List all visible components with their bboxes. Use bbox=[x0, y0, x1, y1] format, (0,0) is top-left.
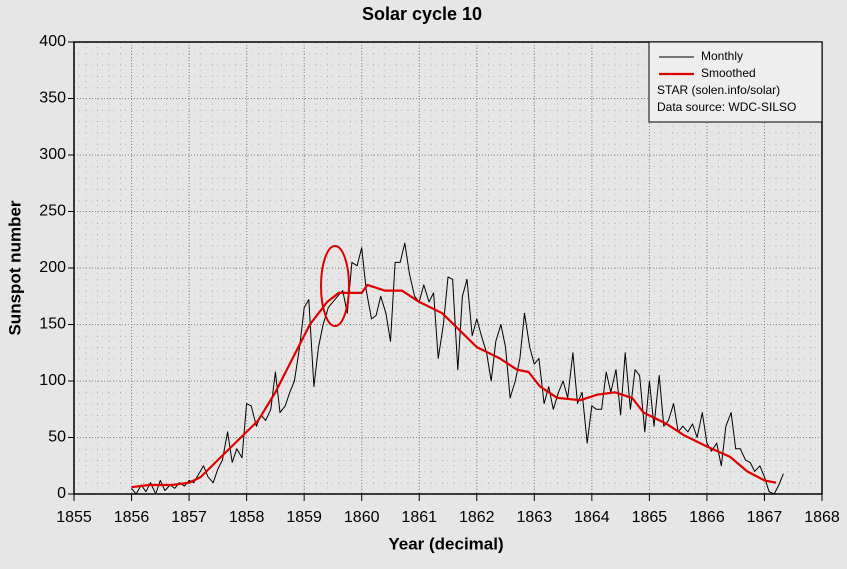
legend-box bbox=[648, 41, 823, 123]
x-tick-label: 1858 bbox=[229, 509, 265, 526]
x-tick-label: 1859 bbox=[286, 509, 322, 526]
x-tick-label: 1863 bbox=[517, 509, 553, 526]
y-tick-label: 350 bbox=[39, 90, 66, 107]
legend-note: Data source: WDC-SILSO bbox=[657, 100, 796, 114]
y-tick-label: 150 bbox=[39, 316, 66, 333]
y-tick-label: 400 bbox=[39, 33, 66, 50]
x-tick-label: 1857 bbox=[171, 509, 207, 526]
x-tick-label: 1868 bbox=[804, 509, 840, 526]
x-tick-label: 1864 bbox=[574, 509, 610, 526]
x-tick-label: 1862 bbox=[459, 509, 495, 526]
chart-title: Solar cycle 10 bbox=[362, 4, 482, 24]
x-tick-label: 1856 bbox=[114, 509, 150, 526]
series-line bbox=[131, 283, 777, 489]
x-tick-label: 1867 bbox=[747, 509, 783, 526]
annotation-ellipse bbox=[320, 245, 350, 327]
y-tick-label: 200 bbox=[39, 259, 66, 276]
plot-frame bbox=[73, 41, 823, 495]
legend-label: Smoothed bbox=[701, 66, 756, 80]
y-tick-label: 0 bbox=[57, 485, 66, 502]
y-axis-label: Sunspot number bbox=[5, 200, 24, 335]
x-tick-label: 1860 bbox=[344, 509, 380, 526]
y-tick-label: 100 bbox=[39, 372, 66, 389]
y-tick-label: 250 bbox=[39, 203, 66, 220]
legend-label: Monthly bbox=[701, 49, 743, 63]
y-tick-label: 50 bbox=[48, 429, 66, 446]
x-axis-label: Year (decimal) bbox=[388, 534, 503, 553]
x-tick-label: 1855 bbox=[56, 509, 92, 526]
legend-note: STAR (solen.info/solar) bbox=[657, 83, 780, 97]
y-tick-label: 300 bbox=[39, 146, 66, 163]
legend: Monthly Smoothed STAR (solen.info/solar) Da… bbox=[648, 41, 823, 123]
x-tick-label: 1861 bbox=[401, 509, 437, 526]
series-line bbox=[131, 242, 784, 495]
x-tick-label: 1865 bbox=[632, 509, 668, 526]
x-tick-label: 1866 bbox=[689, 509, 725, 526]
